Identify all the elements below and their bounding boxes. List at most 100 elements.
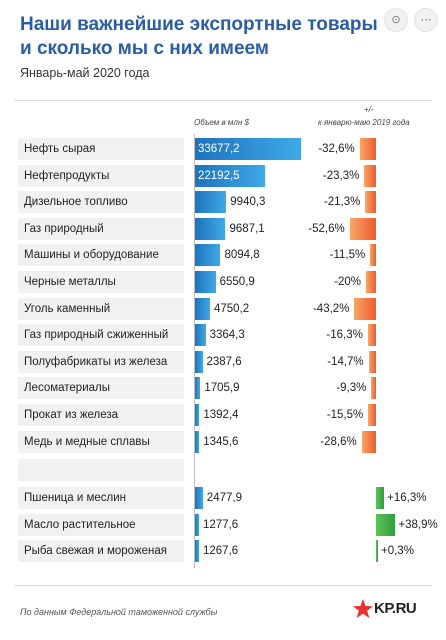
row-background [18, 297, 184, 320]
category-label: Газ природный сжиженный [24, 329, 169, 342]
volume-bar [195, 487, 203, 509]
row-background [18, 324, 184, 347]
volume-bar [195, 404, 200, 426]
row-background [18, 217, 184, 240]
category-label: Газ природный [24, 222, 104, 235]
volume-bar [195, 271, 216, 293]
volume-value-label: 1345,6 [203, 435, 239, 448]
volume-value-label: 8094,8 [224, 249, 260, 262]
category-label: Нефтепродукты [24, 169, 110, 182]
change-value-label: -15,5% [326, 409, 364, 421]
category-label: Дизельное топливо [24, 196, 128, 209]
volume-value-label: 6550,9 [219, 276, 255, 288]
row-background [18, 540, 184, 563]
change-bar [349, 217, 376, 240]
change-bar [367, 324, 376, 347]
change-value-label: -11,5% [329, 249, 366, 262]
change-bar [376, 513, 396, 536]
row-background [18, 430, 184, 453]
change-bar [354, 297, 376, 320]
category-label: Пшеница и меслин [24, 492, 126, 504]
row-background [18, 138, 184, 160]
chart-subtitle: Январь-май 2020 года [20, 66, 150, 80]
volume-value-label: 33677,2 [198, 143, 240, 155]
change-value-label: -14,7% [327, 355, 364, 368]
change-column-header-top: +/- [364, 105, 374, 114]
row-background [18, 513, 184, 536]
volume-bar [195, 377, 201, 400]
row-background [18, 271, 184, 293]
row-background [18, 377, 184, 400]
change-value-label: -21,3% [323, 196, 361, 209]
change-bar [366, 271, 376, 293]
volume-value-label: 2477,9 [206, 492, 242, 504]
row-background [18, 459, 184, 482]
volume-bar [195, 350, 203, 373]
change-bar [364, 164, 376, 187]
volume-value-label: 4750,2 [213, 302, 250, 315]
volume-bar [195, 244, 221, 267]
category-label: Черные металлы [24, 276, 116, 288]
volume-axis-line [194, 134, 195, 568]
lens-icon[interactable]: ⊙ [384, 8, 408, 32]
volume-value-label: 1392,4 [203, 409, 239, 421]
category-label: Масло растительное [24, 518, 136, 531]
change-value-label: -32,6% [318, 143, 355, 155]
volume-value-label: 1267,6 [202, 545, 239, 558]
change-bar [370, 244, 376, 267]
change-bar [376, 540, 378, 563]
change-value-label: -16,3% [326, 329, 363, 342]
row-background [18, 487, 184, 509]
volume-column-header: Объем в млн $ [194, 118, 249, 127]
change-value-label: -28,6% [320, 435, 357, 448]
volume-bar [195, 297, 210, 320]
change-bar [371, 377, 376, 400]
kp-logo: KP.RU [352, 596, 442, 624]
row-background [18, 191, 184, 214]
change-bar [376, 487, 385, 509]
change-column-header-bottom: к январю-маю 2019 года [318, 118, 410, 127]
category-label: Лесоматериалы [24, 382, 110, 395]
change-value-label: -52,6% [308, 222, 345, 235]
volume-value-label: 9687,1 [229, 222, 265, 235]
volume-value-label: 1277,6 [203, 518, 239, 531]
header-separator [14, 100, 432, 101]
volume-bar [195, 430, 200, 453]
category-label: Прокат из железа [24, 409, 119, 421]
category-label: Уголь каменный [24, 302, 111, 315]
volume-value-label: 9940,3 [230, 196, 266, 209]
change-value-label: +0,3% [381, 545, 414, 558]
volume-value-label: 3364,3 [209, 329, 245, 342]
row-background [18, 164, 184, 187]
logo-text: KP.RU [374, 600, 417, 617]
more-icon[interactable]: ⋯ [414, 8, 438, 32]
volume-value-label: 2387,6 [206, 355, 242, 368]
change-bar [361, 430, 376, 453]
category-label: Нефть сырая [24, 143, 96, 155]
footer-separator [14, 585, 432, 586]
category-label: Медь и медные сплавы [24, 435, 150, 448]
volume-bar [195, 217, 226, 240]
top-icons: ⊙ ⋯ [384, 8, 438, 32]
change-value-label: +16,3% [387, 492, 427, 504]
change-bar [365, 191, 376, 214]
logo-star-icon [353, 599, 373, 618]
row-background [18, 404, 184, 426]
title-line-1: Наши важнейшие экспортные товары [20, 14, 378, 35]
category-label: Полуфабрикаты из железа [24, 355, 168, 368]
volume-value-label: 22192,5 [198, 169, 240, 182]
volume-bar [195, 138, 301, 160]
row-background [18, 244, 184, 267]
volume-bar [195, 540, 199, 563]
volume-value-label: 1705,9 [204, 382, 240, 395]
change-value-label: -9,3% [336, 382, 367, 395]
category-label: Машины и оборудование [24, 249, 159, 262]
category-label: Рыба свежая и мороженая [24, 545, 168, 558]
change-bar [359, 138, 376, 160]
row-background [18, 350, 184, 373]
change-bar [368, 350, 376, 373]
source-note: По данным Федеральной таможенной службы [20, 607, 218, 617]
change-value-label: -43,2% [312, 302, 350, 315]
change-value-label: -23,3% [322, 169, 360, 182]
change-bar [368, 404, 376, 426]
